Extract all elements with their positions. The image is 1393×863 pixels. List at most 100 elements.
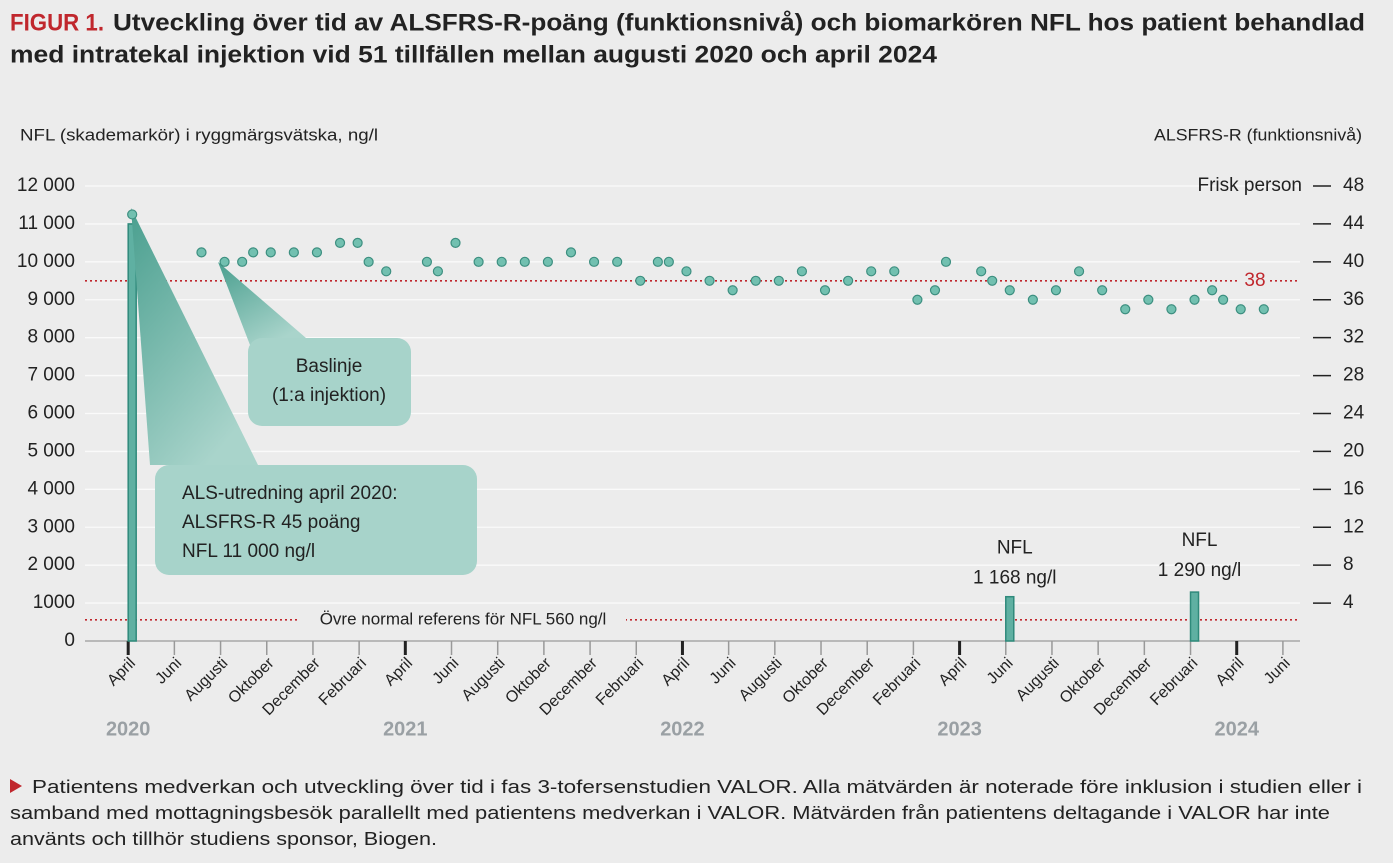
y-tick-label: 5 000 — [27, 440, 75, 461]
point — [334, 237, 346, 248]
point — [889, 266, 900, 277]
point — [612, 256, 623, 267]
y2-tick-label: 28 — [1343, 365, 1364, 386]
point — [929, 285, 941, 296]
y-tick-label: 9 000 — [27, 289, 75, 310]
point — [196, 247, 207, 258]
caption: använts och tillhör studiens sponsor, Bi… — [10, 828, 437, 849]
y2-tick-label: 20 — [1343, 440, 1364, 461]
label-background — [1240, 269, 1270, 292]
y-tick-label: 8 000 — [27, 327, 75, 348]
point — [704, 275, 715, 286]
point — [352, 237, 363, 248]
annotation: Baslinje — [296, 356, 363, 377]
callout-pointer — [131, 208, 258, 465]
y2-tick-label: 16 — [1343, 478, 1364, 499]
point — [1235, 304, 1246, 315]
y2-tick-label: 8 — [1343, 554, 1354, 575]
point — [127, 209, 138, 220]
point — [652, 256, 663, 267]
point — [727, 285, 738, 296]
y-tick-label: 4 000 — [27, 478, 75, 499]
y2-tick-label: 40 — [1343, 251, 1364, 272]
y-tick-label: 6 000 — [27, 403, 75, 424]
y2-tick-label: 32 — [1343, 327, 1364, 348]
point — [866, 266, 877, 277]
y-tick-label: 10 000 — [17, 251, 75, 272]
annotation: ALS-utredning april 2020: — [182, 483, 397, 504]
point — [987, 275, 998, 286]
y-tick-label: 1000 — [33, 592, 75, 613]
label-background — [300, 608, 626, 631]
y-axis-label: NFL (skademarkör) i ryggmärgsvätska, ng/… — [20, 125, 378, 144]
point — [542, 256, 553, 267]
callout-pointer — [218, 262, 306, 345]
point — [1097, 285, 1108, 296]
y-tick-label: 11 000 — [18, 213, 75, 234]
x-year-label: 2020 — [106, 718, 151, 740]
bar-label: 1 168 ng/l — [973, 568, 1056, 589]
point — [1027, 294, 1038, 305]
plot: Övre normal referens för NFL 560 ng/l 38 N… — [85, 223, 1300, 642]
y2-tick-label: 4 — [1343, 592, 1354, 613]
bullet — [10, 779, 22, 793]
point — [750, 275, 761, 286]
bar-label: NFL — [997, 538, 1033, 559]
point — [1207, 285, 1218, 296]
y2-tick-label: 48 — [1343, 175, 1364, 196]
bar — [1189, 591, 1200, 642]
y2-tick-label: 36 — [1343, 289, 1364, 310]
point — [940, 256, 952, 267]
y-tick-label: 12 000 — [17, 175, 75, 196]
y-tick-label: 2 000 — [27, 554, 75, 575]
point — [1258, 304, 1269, 315]
point — [663, 256, 674, 267]
caption: Patientens medverkan och utveckling över… — [32, 776, 1362, 797]
figure-label: FIGUR 1. — [10, 9, 104, 36]
point — [819, 285, 831, 296]
annotation: ALSFRS-R 45 poäng — [182, 512, 361, 533]
point — [219, 256, 230, 267]
chart-title: Utveckling över tid av ALSFRS-R-poäng (f… — [113, 9, 1365, 36]
x-year-label: 2023 — [937, 718, 982, 740]
point — [1189, 294, 1200, 305]
point — [288, 247, 299, 258]
point — [1050, 285, 1062, 296]
callout-box — [155, 465, 477, 575]
caption: samband med mottagningsbesök parallellt … — [10, 802, 1330, 823]
point — [976, 266, 987, 277]
point — [565, 247, 577, 258]
y2-marker-label: Frisk person — [1197, 175, 1302, 196]
y-tick-label: 0 — [64, 630, 75, 651]
point — [311, 247, 323, 258]
points — [127, 209, 1269, 315]
y-tick-label: 3 000 — [27, 516, 75, 537]
point — [265, 247, 276, 258]
point — [796, 266, 808, 277]
annotation: (1:a injektion) — [272, 385, 386, 406]
point — [1166, 304, 1177, 315]
point — [588, 256, 600, 267]
chart-title: med intratekal injektion vid 51 tillfäll… — [10, 41, 938, 68]
point — [1073, 266, 1085, 277]
point — [237, 256, 248, 267]
bar — [1005, 595, 1015, 642]
point — [1143, 294, 1154, 305]
x-year-label: 2022 — [660, 718, 705, 740]
y2-axis-label: ALSFRS-R (funktionsnivå) — [1154, 125, 1362, 144]
y2-tick-label: 12 — [1343, 516, 1364, 537]
point — [450, 237, 461, 248]
reference-label: 38 — [1244, 270, 1265, 291]
y2-tick-label: 24 — [1343, 403, 1365, 424]
point — [421, 256, 433, 267]
annotation: NFL 11 000 ng/l — [182, 541, 315, 562]
point — [519, 256, 530, 267]
point — [1004, 285, 1015, 296]
point — [363, 256, 374, 267]
y2-tick-label: 44 — [1343, 213, 1365, 234]
x-year-label: 2021 — [383, 718, 428, 740]
bar — [127, 223, 137, 642]
reference-label: Övre normal referens för NFL 560 ng/l — [320, 609, 607, 628]
